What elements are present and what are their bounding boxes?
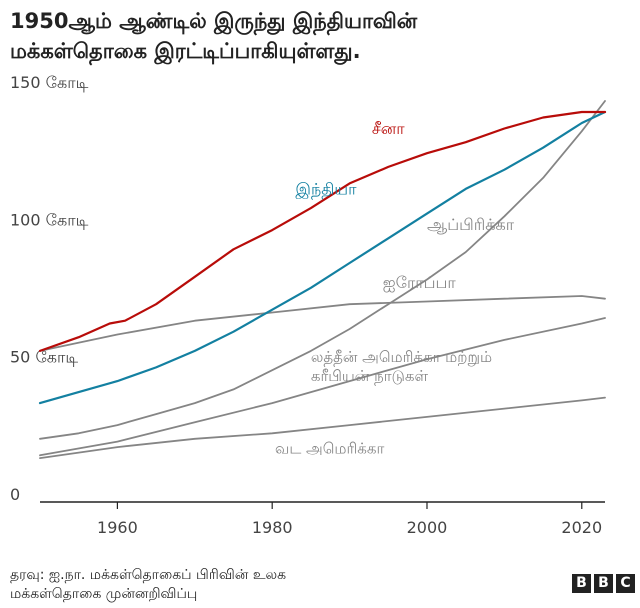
y-tick-label: 0 [10,485,20,504]
x-tick-label: 2020 [561,518,602,537]
title-line-2: மக்கள்தொகை இரட்டிப்பாகியுள்ளது. [10,39,361,63]
series-label-namerica: வட அமெரிக்கா [275,439,384,457]
source-line-1: தரவு: ஐ.நா. மக்கள்தொகைப் பிரிவின் உலக [10,567,287,583]
series-line-india [38,110,607,405]
bbc-logo: B B C [572,574,635,593]
bbc-logo-letter: B [572,574,591,593]
series-label-india: இந்தியா [295,179,357,199]
series-label-latam: கரீபியன் நாடுகள் [311,367,429,385]
chart-title: 1950ஆம் ஆண்டில் இருந்து இந்தியாவின் மக்க… [10,6,630,66]
bbc-logo-letter: B [594,574,613,593]
population-line-chart: 1960 1980 2000 2020 150 கோடி 100 கோடி 50 கோடி 0… [10,73,607,537]
title-line-1: 1950ஆம் ஆண்டில் இருந்து இந்தியாவின் [10,9,418,33]
series-label-europe: ஐரோப்பா [383,273,457,292]
series-line-china [38,110,607,352]
y-tick-label: 50 கோடி [10,348,78,367]
series-label-china: சீனா [372,119,405,138]
x-tick-label: 2000 [407,518,448,537]
series-label-latam: லத்தீன் அமெரிக்கா மற்றும் [311,348,492,366]
x-tick-label: 1960 [97,518,138,537]
y-tick-label: 150 கோடி [10,73,89,92]
source-line-2: மக்கள்தொகை முன்னறிவிப்பு [10,586,198,602]
y-tick-label: 100 கோடி [10,210,89,229]
series-line-latam [39,317,606,457]
series-label-africa: ஆப்பிரிக்கா [427,215,515,234]
series-line-europe [39,295,606,352]
bbc-logo-letter: C [616,574,635,593]
series-line-africa [39,100,606,440]
source-note: தரவு: ஐ.நா. மக்கள்தொகைப் பிரிவின் உலக மக… [10,566,480,604]
x-tick-label: 1980 [252,518,293,537]
series-line-namerica [39,396,606,460]
